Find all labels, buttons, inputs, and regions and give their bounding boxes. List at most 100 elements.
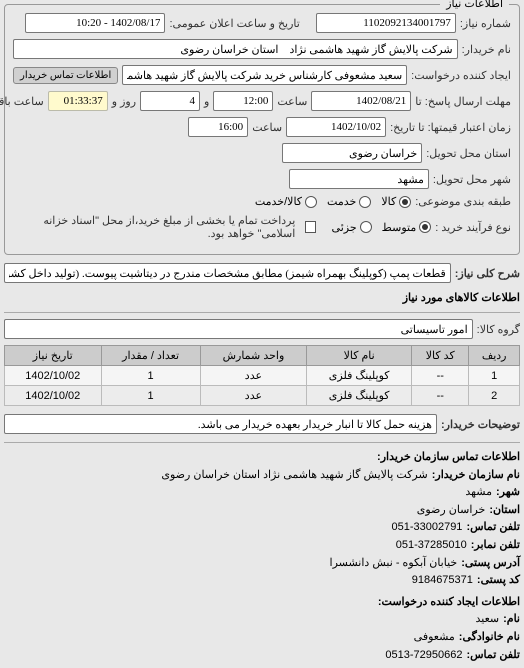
contact-phone-label: تلفن تماس:: [466, 519, 520, 537]
contact-address-value: خیابان آبکوه - نبش دانشسرا: [330, 555, 458, 573]
table-cell: 1: [469, 366, 520, 386]
contact-address-label: آدرس پستی:: [461, 555, 520, 573]
table-cell: --: [412, 366, 469, 386]
buyer-notes-input[interactable]: [4, 414, 437, 434]
packaging-radio-group: کالا خدمت کالا/خدمت: [255, 195, 411, 208]
main-fieldset: اطلاعات نیاز شماره نیاز: تاریخ و ساعت اع…: [4, 4, 520, 255]
buyer-label: نام خریدار:: [462, 43, 511, 56]
packaging-label: طبقه بندی موضوعی:: [415, 195, 511, 208]
th-row: ردیف: [469, 346, 520, 366]
pack-radio-kala[interactable]: کالا: [381, 195, 411, 208]
radio-icon: [419, 221, 431, 233]
pack-opt3-label: کالا/خدمت: [255, 195, 302, 208]
va-label: و: [204, 95, 209, 108]
main-title: اطلاعات نیاز: [440, 0, 509, 10]
table-cell: 1402/10/02: [5, 366, 102, 386]
row-buyer: نام خریدار:: [13, 39, 511, 59]
row-reply-deadline: مهلت ارسال پاسخ: تا ساعت و روز و ساعت با…: [13, 91, 511, 111]
goods-group-label: گروه کالا:: [477, 323, 520, 336]
buy-process-label: نوع فرآیند خرید :: [435, 221, 511, 234]
buyer-contact-button[interactable]: اطلاعات تماس خریدار: [13, 67, 118, 84]
contact-section: اطلاعات تماس سازمان خریدار: نام سازمان خ…: [4, 449, 520, 664]
buyer-input[interactable]: [13, 39, 458, 59]
announce-date-input[interactable]: [25, 13, 165, 33]
saat-label-1: ساعت: [277, 95, 307, 108]
row-delivery-province: استان محل تحویل:: [13, 143, 511, 163]
reply-deadline-label: مهلت ارسال پاسخ: تا: [415, 95, 511, 108]
contact-phone-value: 051-33002791: [391, 519, 462, 537]
treasury-checkbox[interactable]: [305, 221, 315, 233]
time-left-input[interactable]: [48, 91, 108, 111]
creator-label: ایجاد کننده درخواست:: [411, 69, 511, 82]
contact-fax-value: 051-37285010: [396, 537, 467, 555]
table-row: 1--کوپلینگ فلزیعدد11402/10/02: [5, 366, 520, 386]
key-desc-input[interactable]: [4, 263, 451, 283]
row-creator: ایجاد کننده درخواست: اطلاعات تماس خریدار: [13, 65, 511, 85]
delivery-province-label: استان محل تحویل:: [426, 147, 511, 160]
table-cell: کوپلینگ فلزی: [307, 366, 412, 386]
row-goods-group: گروه کالا:: [4, 319, 520, 339]
table-cell: عدد: [200, 386, 306, 406]
contact-postal-label: کد پستی:: [477, 572, 520, 590]
contact-province-value: خراسان رضوی: [417, 502, 486, 520]
fname-label: نام:: [503, 611, 520, 629]
creator-input[interactable]: [122, 65, 407, 85]
process-desc: پرداخت تمام یا بخشی از مبلغ خرید،از محل …: [13, 214, 295, 240]
rooz-label: روز و: [112, 95, 136, 108]
delivery-province-input[interactable]: [282, 143, 422, 163]
table-cell: 1402/10/02: [5, 386, 102, 406]
contact-title: اطلاعات تماس سازمان خریدار:: [4, 449, 520, 467]
proc-radio-medium[interactable]: متوسط: [382, 221, 432, 234]
goods-info-title: اطلاعات کالاهای مورد نیاز: [4, 291, 520, 306]
radio-icon: [305, 196, 317, 208]
pack-radio-both[interactable]: کالا/خدمت: [255, 195, 317, 208]
delivery-city-label: شهر محل تحویل:: [433, 173, 511, 186]
creator-info-title: اطلاعات ایجاد کننده درخواست:: [4, 594, 520, 612]
goods-table: ردیف کد کالا نام کالا واحد شمارش تعداد /…: [4, 345, 520, 406]
contact-fax-label: تلفن نمابر:: [471, 537, 520, 555]
proc-opt1-label: متوسط: [382, 221, 417, 234]
pack-opt1-label: کالا: [381, 195, 396, 208]
reply-date-input[interactable]: [311, 91, 411, 111]
contact-city-label: شهر:: [496, 484, 520, 502]
proc-radio-minor[interactable]: جزئی: [332, 221, 372, 234]
table-cell: --: [412, 386, 469, 406]
row-delivery-city: شهر محل تحویل:: [13, 169, 511, 189]
th-unit: واحد شمارش: [200, 346, 306, 366]
table-header-row: ردیف کد کالا نام کالا واحد شمارش تعداد /…: [5, 346, 520, 366]
buyer-notes-label: توضیحات خریدار:: [441, 418, 520, 431]
org-name-label: نام سازمان خریدار:: [432, 467, 520, 485]
row-quote-deadline: زمان اعتبار قیمتها: تا تاریخ: ساعت: [13, 117, 511, 137]
request-no-input[interactable]: [316, 13, 456, 33]
cphone-label: تلفن تماس:: [466, 647, 520, 665]
row-key-desc: شرح کلی نیاز:: [4, 263, 520, 283]
contact-province-label: استان:: [489, 502, 520, 520]
goods-group-input[interactable]: [4, 319, 473, 339]
row-buyer-notes: توضیحات خریدار:: [4, 414, 520, 434]
quote-time-input[interactable]: [188, 117, 248, 137]
quote-date-input[interactable]: [286, 117, 386, 137]
separator: [4, 312, 520, 313]
lname-label: نام خانوادگی:: [459, 629, 520, 647]
saat-label-2: ساعت: [252, 121, 282, 134]
delivery-city-input[interactable]: [289, 169, 429, 189]
quote-deadline-label: زمان اعتبار قیمتها: تا تاریخ:: [390, 121, 511, 134]
remaining-label: ساعت باقی مانده: [0, 95, 44, 108]
table-row: 2--کوپلینگ فلزیعدد11402/10/02: [5, 386, 520, 406]
pack-radio-khedmat[interactable]: خدمت: [327, 195, 371, 208]
row-buy-process: نوع فرآیند خرید : متوسط جزئی پرداخت تمام…: [13, 214, 511, 240]
table-cell: عدد: [200, 366, 306, 386]
days-left-input[interactable]: [140, 91, 200, 111]
lname-value: مشعوفی: [414, 629, 455, 647]
reply-time-input[interactable]: [213, 91, 273, 111]
th-date: تاریخ نیاز: [5, 346, 102, 366]
proc-opt2-label: جزئی: [332, 221, 357, 234]
radio-icon: [360, 221, 372, 233]
row-packaging: طبقه بندی موضوعی: کالا خدمت کالا/خدمت: [13, 195, 511, 208]
table-cell: 2: [469, 386, 520, 406]
separator: [4, 442, 520, 443]
contact-postal-value: 9184675371: [412, 572, 473, 590]
row-request-no: شماره نیاز: تاریخ و ساعت اعلان عمومی:: [13, 13, 511, 33]
table-cell: 1: [101, 366, 200, 386]
pack-opt2-label: خدمت: [327, 195, 356, 208]
